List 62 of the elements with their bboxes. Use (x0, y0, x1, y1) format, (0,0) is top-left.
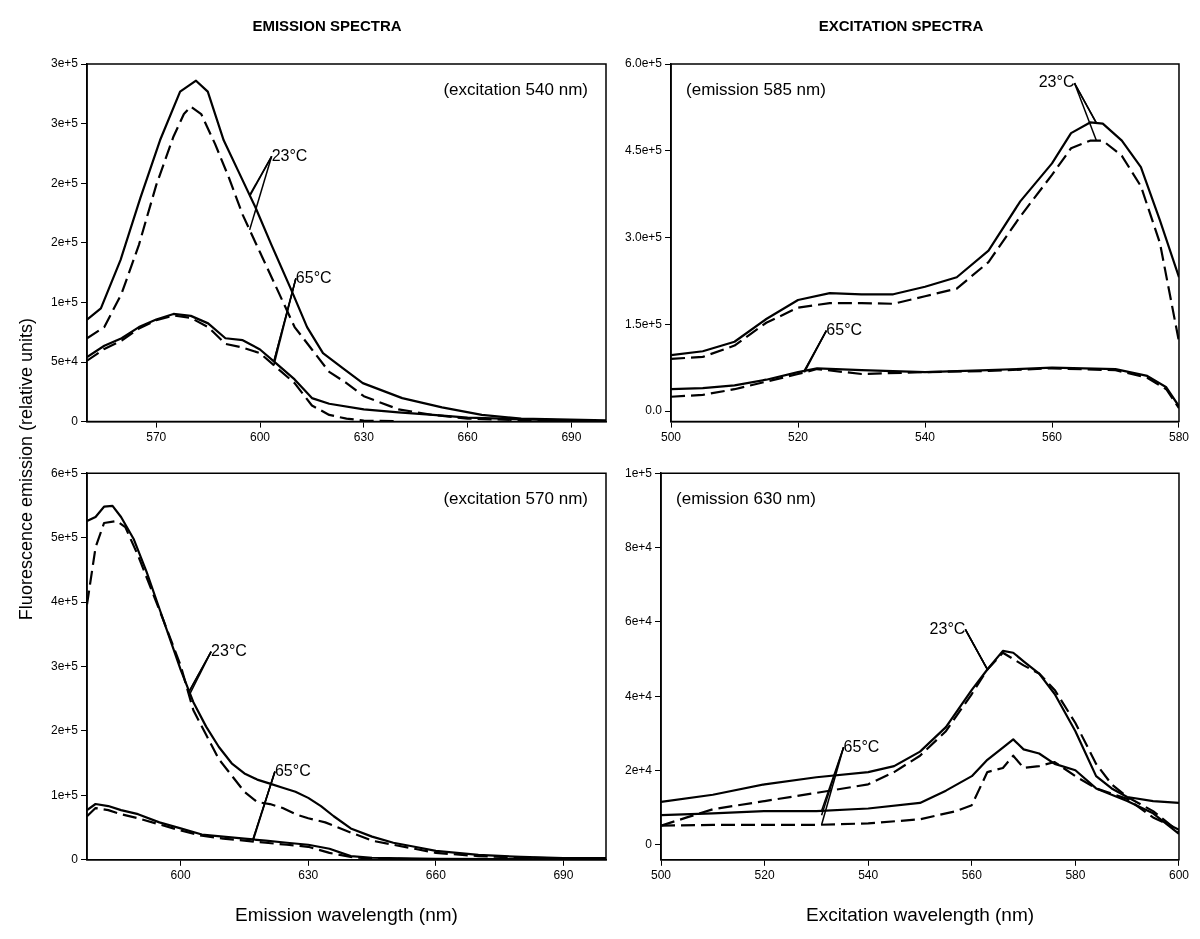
y-tick-label: 1e+5 (51, 787, 79, 802)
y-tick-label: 4e+4 (625, 688, 653, 703)
annotation: 65°C (843, 737, 880, 755)
y-tick-label: 3e+5 (51, 658, 79, 673)
x-tick-label: 540 (858, 868, 879, 883)
y-tick-label: 6e+4 (625, 614, 653, 629)
x-tick-label: 600 (170, 868, 191, 883)
y-tick-label: 1e+5 (625, 465, 653, 480)
y-tick-label: 6.0e+5 (624, 56, 663, 71)
y-tick-label: 3e+5 (51, 56, 79, 71)
y-tick-label: 4.5e+5 (624, 143, 663, 158)
y-tick-label: 0 (71, 852, 79, 867)
x-tick-label: 520 (788, 430, 809, 445)
annotation: 23°C (1038, 73, 1075, 91)
annotation: 23°C (271, 146, 308, 164)
annotation: 23°C (211, 642, 247, 660)
annotation: 65°C (274, 761, 311, 779)
x-axis-title: Excitation wavelength (nm) (805, 903, 1035, 925)
y-tick-label: 6e+5 (51, 465, 79, 480)
x-axis-title: Emission wavelength (nm) (235, 903, 458, 925)
x-tick-label: 540 (915, 430, 936, 445)
annotation: 23°C (929, 619, 966, 637)
x-tick-label: 560 (1041, 430, 1063, 445)
x-tick-label: 500 (651, 868, 672, 883)
x-tick-label: 500 (661, 430, 682, 445)
annotation: 65°C (826, 321, 863, 339)
y-tick-label: 1e+5 (51, 294, 79, 309)
y-tick-label: 0 (71, 413, 79, 428)
x-tick-label: 690 (553, 868, 574, 883)
x-tick-label: 520 (754, 868, 775, 883)
annotation: (emission 585 nm) (686, 80, 826, 100)
x-tick-label: 630 (298, 868, 319, 883)
x-tick-label: 660 (425, 868, 447, 883)
annotation: (excitation 540 nm) (443, 80, 588, 100)
annotation: (emission 630 nm) (676, 489, 816, 509)
x-tick-label: 580 (1065, 868, 1086, 883)
chart-title: EXCITATION SPECTRA (818, 17, 984, 35)
x-tick-label: 600 (250, 430, 271, 445)
y-tick-label: 3e+5 (51, 115, 79, 130)
x-tick-label: 600 (1168, 868, 1190, 883)
y-tick-label: 5e+4 (51, 354, 79, 369)
x-tick-label: 660 (457, 430, 478, 445)
y-tick-label: 2e+5 (51, 235, 79, 250)
x-tick-label: 570 (146, 430, 167, 445)
annotation: (excitation 570 nm) (443, 489, 588, 509)
chart-title: EMISSION SPECTRA (252, 17, 402, 35)
y-tick-label: 2e+4 (625, 762, 653, 777)
y-tick-label: 4e+5 (51, 594, 79, 609)
y-tick-label: 0.0 (645, 403, 663, 418)
x-tick-label: 630 (353, 430, 375, 445)
y-tick-label: 8e+4 (625, 539, 653, 554)
x-tick-label: 560 (961, 868, 983, 883)
y-tick-label: 5e+5 (51, 529, 79, 544)
y-tick-label: 3.0e+5 (624, 229, 663, 244)
y-tick-label: 1.5e+5 (624, 316, 663, 331)
y-tick-label: 2e+5 (51, 723, 79, 738)
y-tick-label: 0 (645, 837, 653, 852)
y-tick-label: 2e+5 (51, 175, 79, 190)
y-axis-title: Fluorescence emission (relative units) (15, 318, 37, 621)
x-tick-label: 580 (1168, 430, 1190, 445)
x-tick-label: 690 (561, 430, 582, 445)
annotation: 65°C (295, 268, 332, 286)
